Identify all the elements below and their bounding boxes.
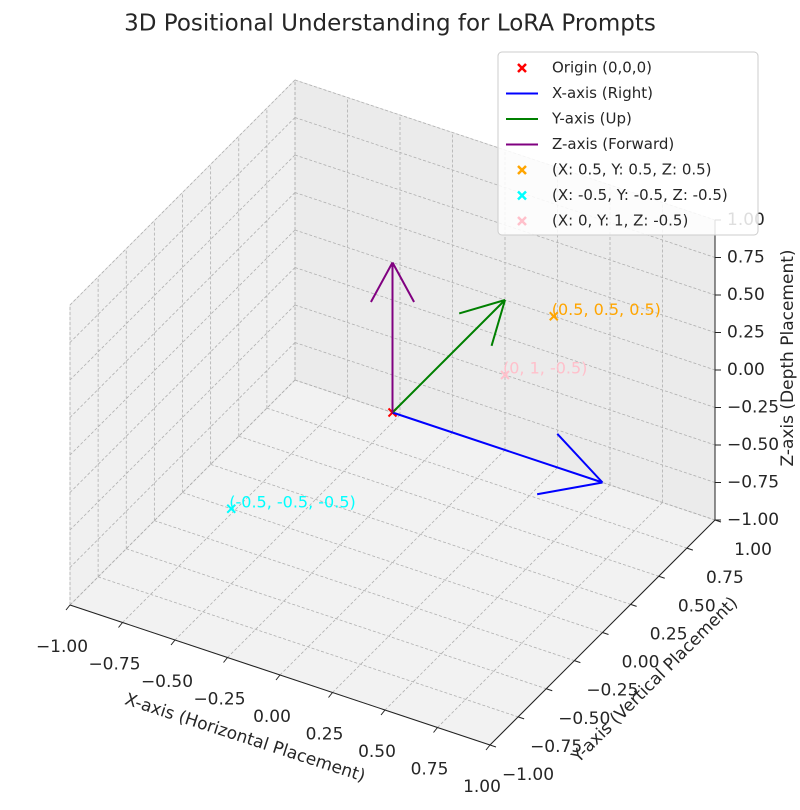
grid-line [294, 192, 716, 333]
arrow-head [391, 262, 415, 303]
legend-box [497, 51, 759, 236]
z-tick-label: −0.25 [727, 398, 779, 418]
arrow-head [490, 299, 506, 347]
y-tick [658, 575, 665, 579]
z-tick-label: 0.75 [727, 248, 765, 268]
y-tick [546, 688, 553, 692]
grid-line [154, 520, 575, 662]
grid-line [122, 397, 348, 623]
legend-marker [517, 63, 527, 73]
z-tick-label: −0.75 [727, 473, 779, 493]
grid-line [69, 229, 296, 456]
grid-line [437, 502, 663, 728]
grid-line [279, 449, 506, 676]
legend-label: (X: 0.5, Y: 0.5, Z: 0.5) [552, 161, 712, 179]
arrow-head [556, 433, 604, 484]
grid-line [174, 414, 401, 641]
x-tick-label: 0.00 [253, 707, 291, 727]
grid-line [294, 267, 716, 408]
y-tick-label: −1.00 [502, 765, 554, 785]
legend-label: (X: 0, Y: 1, Z: -0.5) [552, 212, 688, 230]
x-tick-label: −0.75 [88, 655, 140, 675]
grid-line [182, 492, 603, 633]
legend-label: (X: -0.5, Y: -0.5, Z: -0.5) [552, 186, 728, 204]
point [549, 311, 559, 321]
x-tick-label: −0.25 [193, 690, 245, 710]
x-tick-label: 1.00 [463, 777, 501, 797]
x-tick [380, 709, 386, 716]
grid-line [69, 79, 296, 306]
x-tick [328, 692, 333, 698]
grid-line [69, 117, 296, 343]
y-tick [630, 603, 637, 607]
x-tick [65, 604, 71, 611]
x-tick-label: −1.00 [36, 637, 88, 657]
arrow [391, 299, 506, 414]
arrow-head [536, 481, 603, 496]
y-tick-label: 0.00 [622, 653, 660, 673]
legend: Origin (0,0,0) X-axis (Right) Y-axis (Up) Z… [497, 51, 759, 236]
x-tick [485, 744, 491, 751]
grid-line [126, 548, 547, 690]
z-tick-label: 0.00 [727, 360, 765, 380]
grid-line [69, 379, 296, 606]
z-tick-label: −1.00 [727, 510, 779, 530]
legend-marker [517, 216, 527, 226]
x-tick-label: 0.50 [358, 742, 396, 762]
x-tick-label: 0.75 [411, 760, 449, 780]
x-tick [275, 674, 281, 681]
arrow [392, 411, 603, 484]
x-tick [170, 639, 176, 646]
x-tick-label: 0.25 [306, 725, 344, 745]
grid-line [69, 304, 296, 531]
legend-label: Y-axis (Up) [551, 110, 632, 128]
y-tick [517, 716, 525, 720]
arrow-head [370, 262, 394, 303]
z-axis-label: Z-axis (Depth Placement) [778, 249, 798, 466]
grid-line [69, 267, 296, 493]
y-tick-label: 0.25 [650, 624, 688, 644]
y-tick-label: −0.25 [586, 681, 638, 701]
legend-marker [517, 190, 527, 201]
chart-title: 3D Positional Understanding for LoRA Pro… [124, 11, 656, 37]
y-tick-label: 0.75 [706, 568, 744, 588]
y-tick [489, 744, 497, 748]
grid-line [238, 435, 659, 577]
point-annotation: (0.5, 0.5, 0.5) [552, 300, 661, 319]
x-tick [223, 657, 228, 663]
grid-line [294, 342, 716, 483]
grid-line [332, 467, 558, 693]
y-tick [574, 660, 581, 664]
z-tick-label: 0.25 [727, 323, 765, 343]
grid-line [69, 342, 296, 568]
grid-line [69, 154, 296, 381]
legend-label: X-axis (Right) [552, 84, 653, 102]
point [500, 370, 510, 380]
y-tick-label: −0.50 [558, 709, 610, 729]
grid-line [97, 576, 519, 718]
arrow-head [458, 299, 506, 315]
point-annotation: (-0.5, -0.5, -0.5) [229, 492, 355, 511]
y-tick-label: 0.50 [678, 596, 716, 616]
x-tick-label: −0.50 [141, 672, 193, 692]
y-tick [602, 632, 609, 635]
z-tick-label: −0.50 [727, 435, 779, 455]
x-tick [433, 727, 438, 733]
grid-line [384, 484, 611, 711]
x-tick [118, 622, 123, 628]
z-tick-label: 0.50 [727, 285, 765, 305]
y-tick-label: −0.75 [530, 737, 582, 757]
point [226, 504, 236, 514]
point-annotation: (0, 1, -0.5) [503, 359, 587, 378]
grid-line [69, 192, 296, 418]
legend-label: Z-axis (Forward) [552, 135, 674, 153]
legend-marker [517, 165, 527, 175]
legend-label: Origin (0,0,0) [552, 59, 652, 77]
grid-line [210, 463, 631, 605]
y-tick-label: 1.00 [734, 540, 772, 560]
grid-line [227, 432, 453, 658]
grid-line [266, 407, 688, 549]
y-tick [686, 547, 694, 551]
